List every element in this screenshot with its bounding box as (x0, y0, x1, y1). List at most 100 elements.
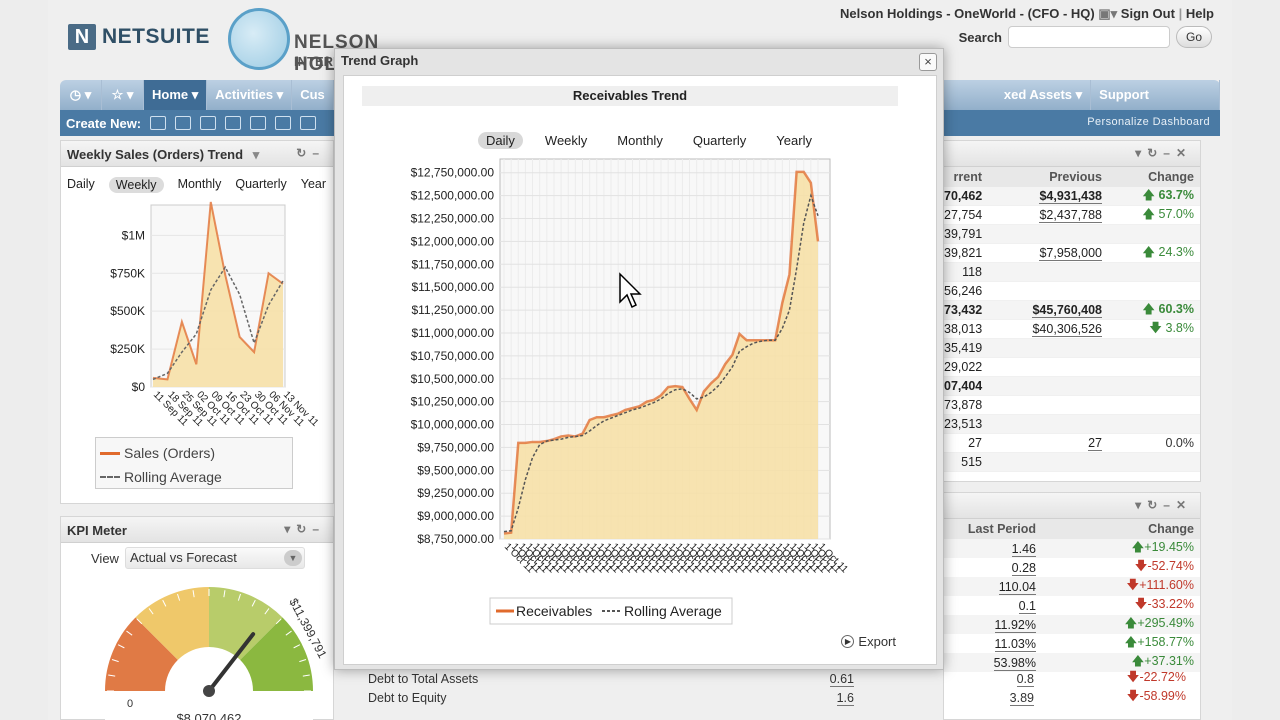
tab-quarterly[interactable]: Quarterly (692, 133, 747, 148)
current-value[interactable]: 39,791 (944, 227, 983, 241)
create-icon[interactable] (200, 116, 217, 130)
current-value[interactable]: 29,022 (944, 360, 983, 374)
current-value[interactable]: 38,013 (944, 322, 983, 336)
last-period-value[interactable]: 1.46 (944, 541, 1044, 557)
view-select[interactable]: Actual vs Forecast ▼ (124, 547, 305, 569)
close-icon[interactable]: ✕ (1175, 498, 1192, 512)
previous-link[interactable]: $4,931,438 (1039, 189, 1102, 204)
roles-icon[interactable]: ▣▾ (1098, 6, 1121, 21)
current-value[interactable]: 23,513 (944, 417, 983, 431)
tab-customers[interactable]: Cus (292, 80, 334, 110)
tab-daily[interactable]: Daily (478, 132, 523, 149)
last-period-value[interactable]: 3.89 (854, 690, 1034, 706)
tab-activities[interactable]: Activities ▾ (207, 80, 293, 110)
last-period-link[interactable]: 11.03% (994, 636, 1036, 652)
current-link[interactable]: 0.61 (829, 671, 854, 687)
go-button[interactable]: Go (1176, 26, 1212, 48)
last-period-link[interactable]: 3.89 (1009, 690, 1034, 706)
tab-monthly[interactable]: Monthly (617, 133, 663, 148)
previous-link[interactable]: $40,306,526 (1032, 322, 1102, 337)
dialog-title[interactable]: Trend Graph (341, 53, 419, 68)
previous-link[interactable]: $45,760,408 (1032, 303, 1102, 318)
last-period-link[interactable]: 11.92% (994, 617, 1036, 633)
netsuite-logo[interactable]: N NETSUITE (68, 24, 210, 50)
current-value[interactable]: 515 (961, 455, 982, 469)
current-value[interactable]: 70,462 (944, 189, 983, 203)
last-period-value[interactable]: 0.1 (944, 598, 1044, 614)
tab-fixed-assets[interactable]: xed Assets ▾ (996, 80, 1092, 110)
column-header[interactable]: Previous (1049, 170, 1102, 184)
last-period-link[interactable]: 0.28 (1011, 560, 1036, 576)
dropdown-icon[interactable]: ▾ (1135, 146, 1148, 160)
minimize-icon[interactable]: – (312, 146, 325, 160)
create-icon[interactable] (225, 116, 242, 130)
current-value[interactable]: 118 (962, 265, 982, 279)
dropdown-icon[interactable]: ▾ (284, 522, 297, 536)
last-period-value[interactable]: 53.98% (944, 655, 1044, 671)
current-value[interactable]: 07,404 (944, 379, 983, 393)
last-period-value[interactable]: 0.8 (854, 671, 1034, 687)
export-button[interactable]: ▶ Export (841, 634, 896, 649)
tab-monthly[interactable]: Monthly (177, 177, 222, 191)
create-icon[interactable] (150, 116, 167, 130)
current-value[interactable]: 27 (968, 436, 982, 450)
tab-yearly[interactable]: Yearly (776, 133, 812, 148)
tab-weekly[interactable]: Weekly (544, 133, 588, 148)
minimize-icon[interactable]: – (1163, 146, 1176, 160)
create-icon[interactable] (300, 116, 317, 130)
current-value[interactable]: 73,878 (944, 398, 983, 412)
dropdown-icon[interactable]: ▾ (252, 147, 260, 162)
previous-value[interactable]: $2,437,788 (984, 208, 1106, 223)
column-header[interactable]: Change (1148, 170, 1194, 184)
create-icon[interactable] (175, 116, 192, 130)
create-icon[interactable] (275, 116, 292, 130)
column-header[interactable]: rrent (953, 170, 982, 184)
refresh-icon[interactable]: ↻ (1147, 146, 1164, 160)
tab-support[interactable]: Support (1091, 80, 1220, 110)
refresh-icon[interactable]: ↻ (296, 522, 313, 536)
previous-value[interactable]: $40,306,526 (984, 322, 1106, 337)
tab-daily[interactable]: Daily (67, 177, 95, 191)
last-period-link[interactable]: 110.04 (998, 579, 1036, 595)
current-value[interactable]: 56,246 (944, 284, 983, 298)
previous-link[interactable]: 27 (1088, 436, 1102, 451)
refresh-icon[interactable]: ↻ (1147, 498, 1164, 512)
close-icon[interactable]: × (919, 53, 937, 71)
account-name[interactable]: Nelson Holdings - OneWorld - (CFO - HQ) (840, 6, 1095, 21)
current-value[interactable]: 1.6 (808, 690, 854, 706)
column-header[interactable]: Last Period (967, 522, 1036, 536)
previous-value[interactable]: $7,958,000 (984, 246, 1106, 261)
current-value[interactable]: 73,432 (944, 303, 983, 317)
sign-out-link[interactable]: Sign Out (1120, 6, 1175, 21)
column-header[interactable]: Change (1148, 522, 1194, 536)
previous-link[interactable]: $2,437,788 (1039, 208, 1102, 223)
last-period-value[interactable]: 11.92% (944, 617, 1044, 633)
last-period-link[interactable]: 53.98% (993, 655, 1036, 671)
current-value[interactable]: 39,821 (944, 246, 983, 260)
last-period-value[interactable]: 110.04 (944, 579, 1044, 595)
last-period-link[interactable]: 0.8 (1016, 671, 1034, 687)
previous-value[interactable]: 27 (984, 436, 1106, 451)
last-period-link[interactable]: 0.1 (1018, 598, 1036, 614)
last-period-value[interactable]: 11.03% (944, 636, 1044, 652)
previous-link[interactable]: $7,958,000 (1039, 246, 1102, 261)
tab-home[interactable]: Home ▾ (144, 80, 208, 110)
last-period-value[interactable]: 0.28 (944, 560, 1044, 576)
tab-weekly[interactable]: Weekly (108, 177, 164, 193)
refresh-icon[interactable]: ↻ (296, 146, 313, 160)
current-link[interactable]: 1.6 (836, 690, 854, 706)
recent-records-button[interactable]: ◷ ▾ (60, 80, 102, 110)
search-input[interactable] (1008, 26, 1170, 48)
current-value[interactable]: 27,754 (944, 208, 983, 222)
tab-yearly[interactable]: Year (300, 177, 327, 191)
last-period-link[interactable]: 1.46 (1011, 541, 1036, 557)
current-value[interactable]: 35,419 (944, 341, 983, 355)
current-value[interactable]: 0.61 (808, 671, 854, 687)
minimize-icon[interactable]: – (312, 522, 325, 536)
previous-value[interactable]: $4,931,438 (984, 189, 1106, 204)
tab-quarterly[interactable]: Quarterly (235, 177, 287, 191)
personalize-dashboard-link[interactable]: Personalize Dashboard (1087, 116, 1210, 128)
create-icon[interactable] (250, 116, 267, 130)
dropdown-icon[interactable]: ▾ (1135, 498, 1148, 512)
close-icon[interactable]: ✕ (1175, 146, 1192, 160)
